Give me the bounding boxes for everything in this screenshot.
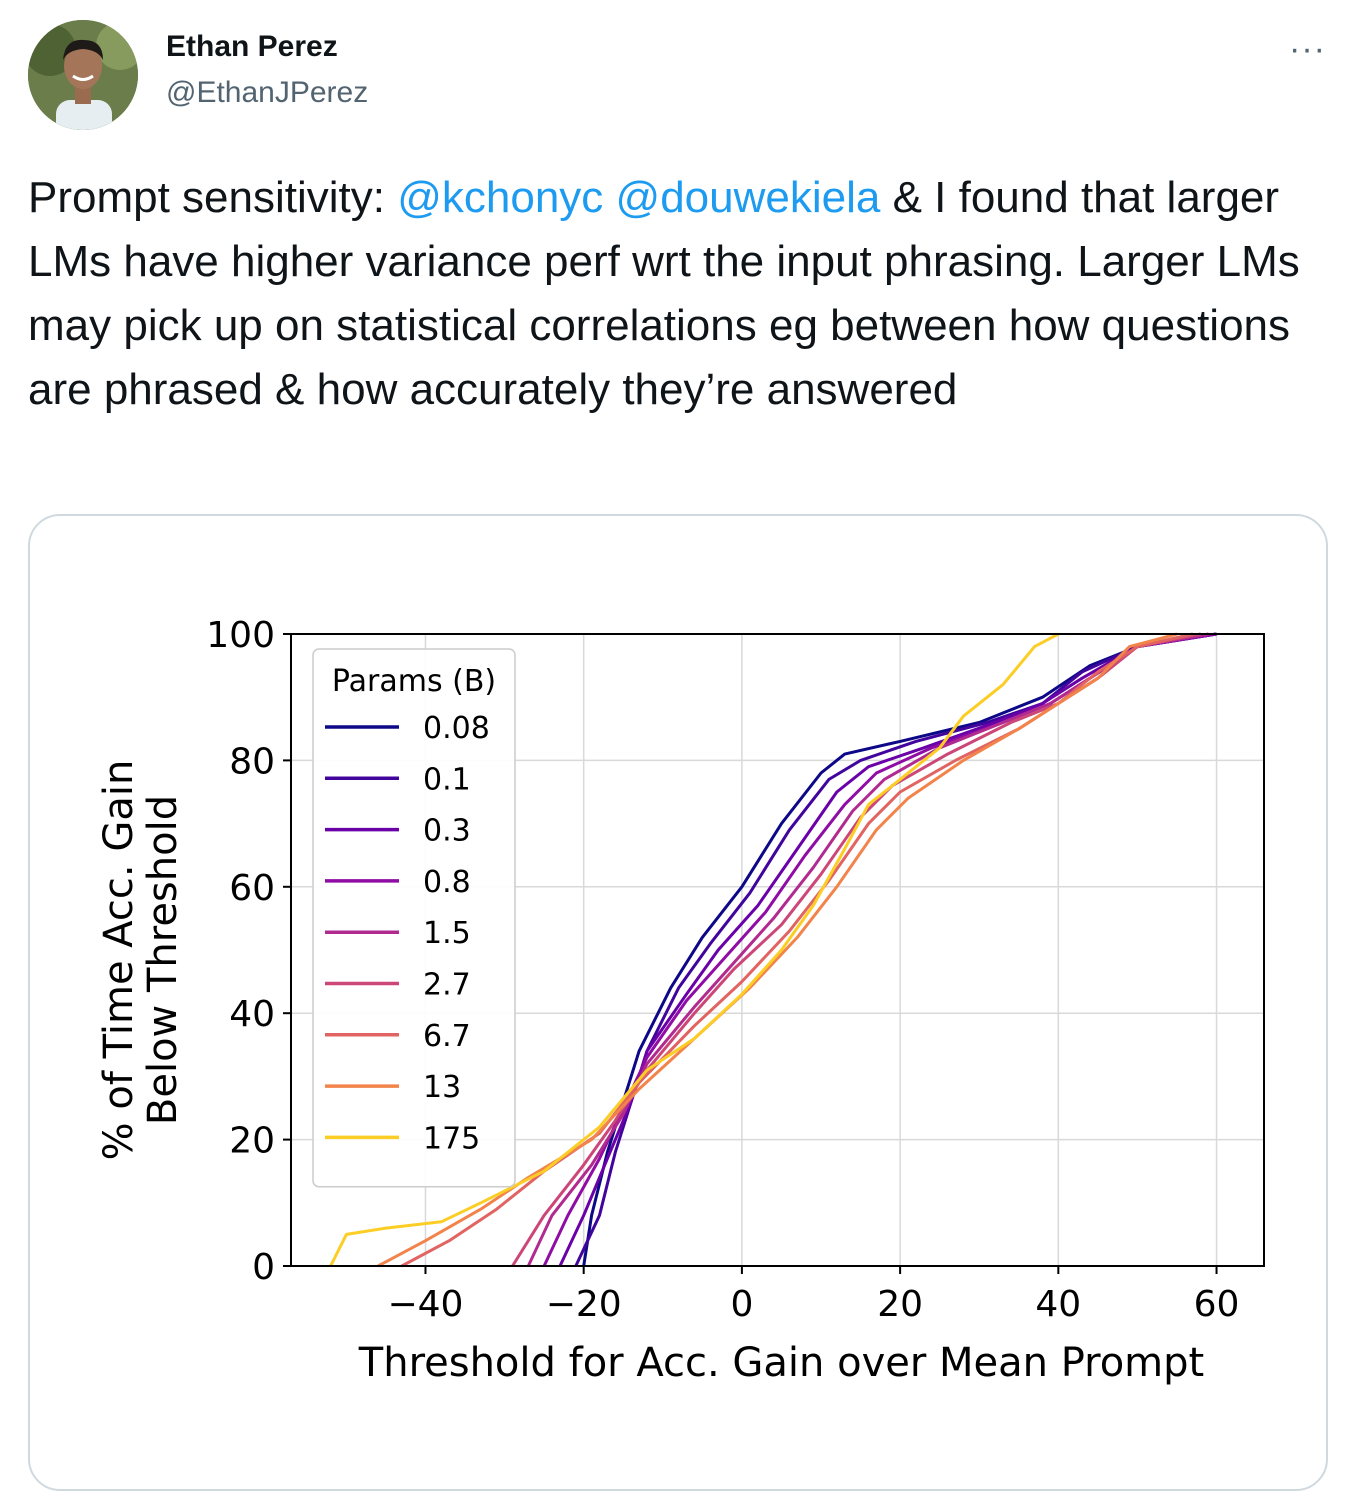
x-axis-label: Threshold for Acc. Gain over Mean Prompt	[358, 1340, 1204, 1386]
legend-entry-label: 1.5	[423, 916, 471, 951]
series-line-6-7	[400, 632, 1194, 1268]
x-tick-label: 0	[730, 1284, 753, 1325]
mention-douwekiela[interactable]: @douwekiela	[615, 173, 881, 222]
legend-entry-label: 6.7	[423, 1019, 471, 1054]
tweet-text: Prompt sensitivity: @kchonyc @douwekiela…	[28, 166, 1328, 422]
y-tick-label: 0	[252, 1247, 275, 1288]
legend-entry-label: 0.3	[423, 814, 471, 849]
author-handle[interactable]: @EthanJPerez	[166, 76, 369, 109]
plot-frame	[290, 633, 1265, 1267]
y-axis-label-line1: % of Time Acc. Gain	[96, 760, 142, 1161]
mention-kchonyc[interactable]: @kchonyc	[397, 173, 604, 222]
legend-entry-label: 2.7	[423, 968, 471, 1003]
y-tick-label: 20	[229, 1121, 275, 1162]
series-line-0-8	[542, 632, 1217, 1267]
legend-entry-label: 0.8	[423, 865, 471, 900]
chart-series-lines	[329, 632, 1217, 1268]
legend-entry-label: 13	[423, 1070, 461, 1105]
avatar-photo-icon	[28, 20, 138, 130]
series-line-175	[329, 632, 1060, 1267]
legend-entry-label: 0.1	[423, 762, 471, 797]
author-name[interactable]: Ethan Perez	[166, 30, 338, 63]
tweet-media-chart[interactable]: −40 −20 0 20 40 60 0 20 40 60 80 100 Threshold for…	[28, 514, 1328, 1491]
x-tick-label: 60	[1194, 1284, 1240, 1325]
y-tick-label: 100	[206, 615, 275, 656]
x-tick-label: 40	[1035, 1284, 1081, 1325]
x-tick-label: −40	[387, 1284, 463, 1325]
legend-box	[312, 648, 516, 1188]
y-axis-ticks: 0 20 40 60 80 100	[206, 615, 291, 1288]
y-tick-label: 40	[229, 994, 275, 1035]
y-tick-label: 60	[229, 868, 275, 909]
legend-title: Params (B)	[332, 664, 496, 699]
author-avatar[interactable]	[28, 20, 138, 130]
series-line-1-5	[526, 632, 1209, 1267]
series-line-0-3	[558, 632, 1217, 1267]
tweet-text-intro: Prompt sensitivity:	[28, 173, 398, 222]
chart-legend: Params (B) 0.08 0.1 0.3 0.8 1.5 2.7 6.7 13 175	[312, 648, 516, 1188]
tweet-text-body: & I found that larger LMs have higher va…	[28, 173, 1300, 414]
cdf-line-chart: −40 −20 0 20 40 60 0 20 40 60 80 100 Threshold for…	[96, 615, 1265, 1386]
series-line-2-7	[511, 632, 1201, 1267]
more-options-icon[interactable]: ···	[1289, 30, 1326, 68]
series-line-0-1	[574, 632, 1217, 1267]
x-tick-label: 20	[877, 1284, 923, 1325]
legend-entry-label: 175	[423, 1121, 480, 1156]
legend-entry-label: 0.08	[423, 711, 490, 746]
y-tick-label: 80	[229, 741, 275, 782]
x-tick-label: −20	[546, 1284, 622, 1325]
tweet-text-space	[603, 173, 615, 222]
x-axis-ticks: −40 −20 0 20 40 60	[387, 1266, 1239, 1325]
y-axis-label-line2: Below Threshold	[140, 795, 186, 1125]
